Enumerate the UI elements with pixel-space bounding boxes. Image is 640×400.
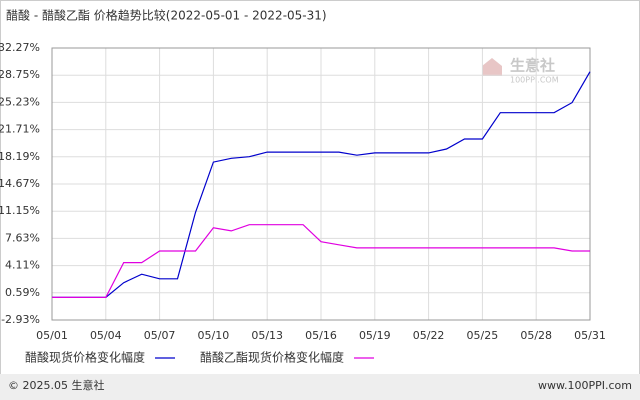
x-tick-label: 05/31 [574, 329, 606, 342]
y-tick-label: 4.11% [5, 259, 40, 272]
x-tick-label: 05/22 [413, 329, 445, 342]
y-tick-label: 28.75% [0, 68, 40, 81]
y-tick-label: 32.27% [0, 41, 40, 54]
y-tick-label: 11.15% [0, 204, 40, 217]
y-tick-label: 14.67% [0, 177, 40, 190]
y-tick-label: 7.63% [5, 231, 40, 244]
x-tick-label: 05/10 [198, 329, 230, 342]
y-tick-label: -2.93% [1, 313, 40, 326]
plot-border [51, 47, 591, 321]
y-tick-label: 25.23% [0, 95, 40, 108]
footer-left: © 2025.05 生意社 [8, 378, 104, 392]
x-tick-label: 05/19 [359, 329, 391, 342]
x-tick-label: 05/16 [305, 329, 337, 342]
footer-right: www.100PPI.com [538, 379, 632, 392]
legend-label: 醋酸现货价格变化幅度 [25, 350, 145, 365]
x-tick-label: 05/01 [36, 329, 68, 342]
series-line [52, 224, 590, 298]
legend-label: 醋酸乙酯现货价格变化幅度 [200, 350, 344, 365]
watermark: 生意社 [510, 57, 555, 75]
y-tick-label: 0.59% [5, 286, 40, 299]
y-tick-label: 21.71% [0, 123, 40, 136]
watermark-logo [482, 58, 502, 76]
watermark-sub: 100PPI.COM [510, 76, 559, 85]
x-tick-label: 05/25 [467, 329, 499, 342]
footer-bar [0, 374, 640, 400]
x-tick-label: 05/13 [251, 329, 283, 342]
series-line [52, 71, 591, 298]
x-tick-label: 05/04 [90, 329, 122, 342]
y-tick-label: 18.19% [0, 150, 40, 163]
x-tick-label: 05/28 [520, 329, 552, 342]
x-tick-label: 05/07 [144, 329, 176, 342]
chart-title: 醋酸 - 醋酸乙酯 价格趋势比较(2022-05-01 - 2022-05-31… [6, 8, 327, 23]
